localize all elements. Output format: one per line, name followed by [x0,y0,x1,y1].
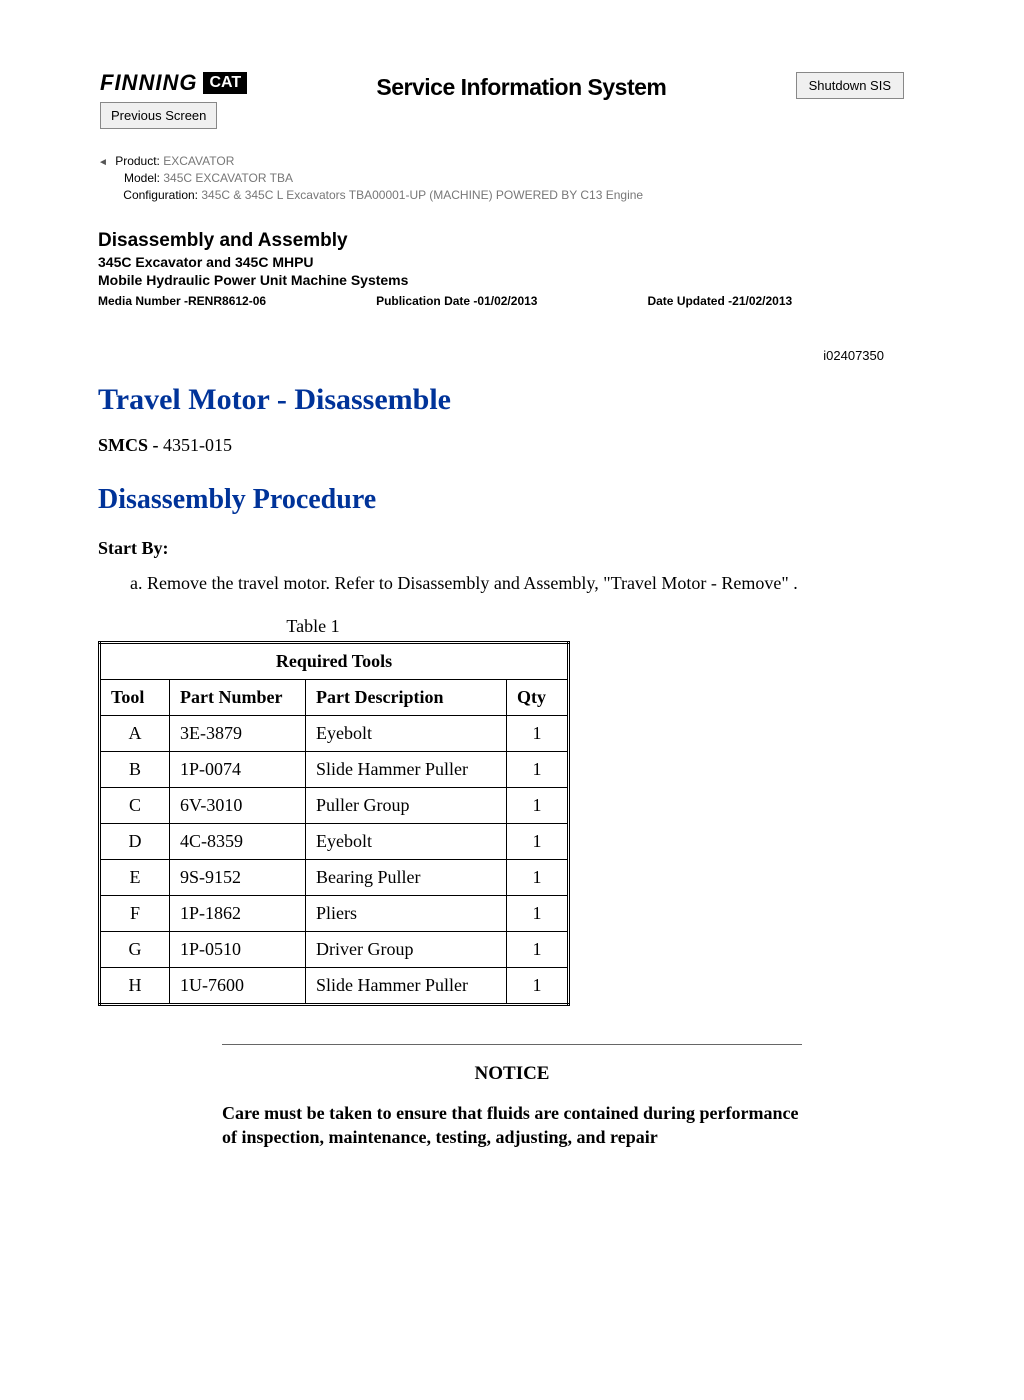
doc-header: Disassembly and Assembly 345C Excavator … [0,205,1024,308]
notice-body: Care must be taken to ensure that fluids… [222,1101,802,1150]
col-part-number: Part Number [170,680,306,716]
smcs-label: SMCS - [98,435,163,455]
logo-block: FINNING CAT Previous Screen [100,70,247,129]
table-cell: Slide Hammer Puller [306,968,507,1005]
section-title: Disassembly Procedure [98,484,926,516]
table-cell: 3E-3879 [170,716,306,752]
table-cell: 1 [507,860,569,896]
table-row: F1P-1862Pliers1 [100,896,569,932]
table-title-row: Required Tools [100,643,569,680]
notice-block: NOTICE Care must be taken to ensure that… [222,1044,802,1150]
table-cell: D [100,824,170,860]
table-caption: Table 1 [98,616,528,637]
table-cell: 1 [507,824,569,860]
table-cell: Driver Group [306,932,507,968]
doc-heading-1: Disassembly and Assembly [98,230,926,252]
table-cell: Slide Hammer Puller [306,752,507,788]
table-cell: 1P-0510 [170,932,306,968]
table-cell: 9S-9152 [170,860,306,896]
meta-product-row: ◄Product: EXCAVATOR [98,154,1024,168]
table-cell: 1 [507,716,569,752]
required-tools-table: Required Tools Tool Part Number Part Des… [98,641,570,1006]
table-cell: G [100,932,170,968]
back-arrow-icon[interactable]: ◄ [98,157,108,168]
notice-title: NOTICE [222,1063,802,1085]
table-cell: E [100,860,170,896]
meta-product-value: EXCAVATOR [163,154,234,168]
doc-heading-2: 345C Excavator and 345C MHPU [98,254,926,270]
meta-product-label: Product: [110,154,160,168]
table-header-row: Tool Part Number Part Description Qty [100,680,569,716]
smcs-value: 4351-015 [163,435,232,455]
table-row: B1P-0074Slide Hammer Puller1 [100,752,569,788]
date-updated: Date Updated -21/02/2013 [647,294,792,308]
previous-screen-button[interactable]: Previous Screen [100,102,217,129]
table-cell: A [100,716,170,752]
page-root: FINNING CAT Previous Screen Service Info… [0,0,1024,1190]
table-row: C6V-3010Puller Group1 [100,788,569,824]
table-cell: 1 [507,752,569,788]
document-id: i02407350 [0,308,1024,363]
table-cell: Eyebolt [306,824,507,860]
table-row: H1U-7600Slide Hammer Puller1 [100,968,569,1005]
meta-config-row: Configuration: 345C & 345C L Excavators … [98,188,1024,202]
table-title: Required Tools [100,643,569,680]
table-cell: C [100,788,170,824]
publication-date: Publication Date -01/02/2013 [376,294,537,308]
media-number: Media Number -RENR8612-06 [98,294,266,308]
doc-heading-3: Mobile Hydraulic Power Unit Machine Syst… [98,272,926,288]
table-cell: 1U-7600 [170,968,306,1005]
table-row: D4C-8359Eyebolt1 [100,824,569,860]
start-by-label: Start By: [98,538,926,559]
table-cell: 6V-3010 [170,788,306,824]
table-row: A3E-3879Eyebolt1 [100,716,569,752]
table-cell: 1P-1862 [170,896,306,932]
table-row: E9S-9152Bearing Puller1 [100,860,569,896]
brand-logo: FINNING CAT [100,70,247,96]
smcs-code: SMCS - 4351-015 [98,435,926,456]
table-cell: 4C-8359 [170,824,306,860]
meta-config-label: Configuration: [110,188,198,202]
table-cell: 1 [507,788,569,824]
table-cell: Puller Group [306,788,507,824]
publication-row: Media Number -RENR8612-06 Publication Da… [98,294,926,308]
table-cell: 1P-0074 [170,752,306,788]
meta-model-value: 345C EXCAVATOR TBA [163,171,293,185]
col-part-description: Part Description [306,680,507,716]
meta-model-row: Model: 345C EXCAVATOR TBA [98,171,1024,185]
article-title: Travel Motor - Disassemble [98,383,926,417]
table-cell: H [100,968,170,1005]
table-cell: Bearing Puller [306,860,507,896]
step-a: a. Remove the travel motor. Refer to Dis… [98,573,926,594]
table-cell: Pliers [306,896,507,932]
shutdown-sis-button[interactable]: Shutdown SIS [796,72,904,99]
content: Travel Motor - Disassemble SMCS - 4351-0… [0,363,1024,1150]
sis-title: Service Information System [267,74,775,101]
meta-block: ◄Product: EXCAVATOR Model: 345C EXCAVATO… [0,129,1024,202]
finning-logo-text: FINNING [100,70,197,96]
table-row: G1P-0510Driver Group1 [100,932,569,968]
table-cell: Eyebolt [306,716,507,752]
meta-config-value: 345C & 345C L Excavators TBA00001-UP (MA… [201,188,643,202]
table-cell: 1 [507,932,569,968]
col-qty: Qty [507,680,569,716]
col-tool: Tool [100,680,170,716]
table-cell: 1 [507,968,569,1005]
table-cell: 1 [507,896,569,932]
meta-model-label: Model: [110,171,160,185]
notice-divider [222,1044,802,1045]
table-cell: F [100,896,170,932]
cat-badge: CAT [203,72,247,94]
top-bar: FINNING CAT Previous Screen Service Info… [0,0,1024,129]
table-cell: B [100,752,170,788]
